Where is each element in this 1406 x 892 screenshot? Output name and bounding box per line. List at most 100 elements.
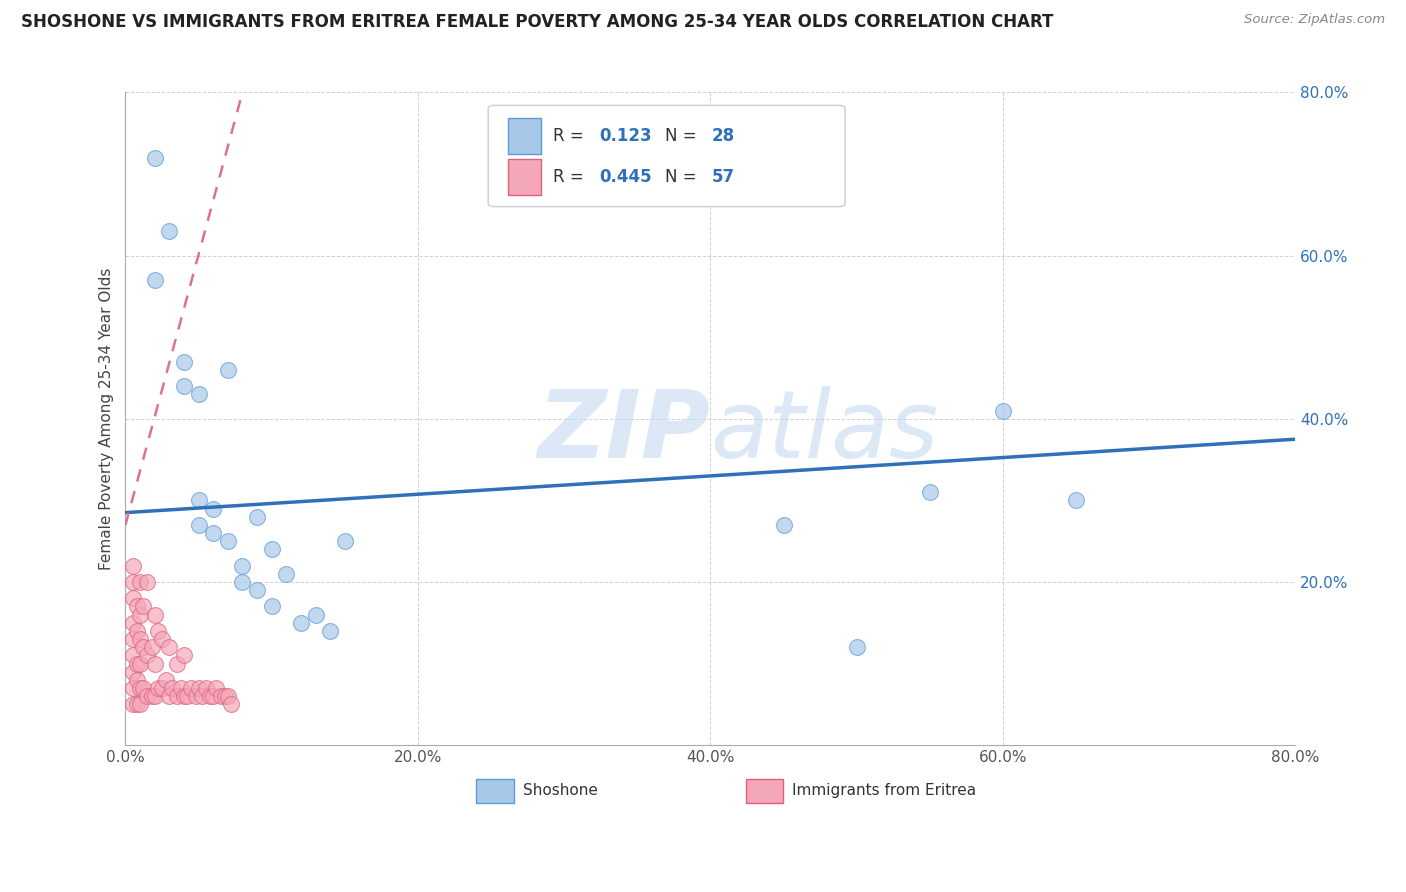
FancyBboxPatch shape <box>508 160 541 195</box>
Point <box>173 648 195 663</box>
Point <box>304 607 326 622</box>
Point <box>200 690 222 704</box>
Point <box>187 387 209 401</box>
Point <box>129 698 152 712</box>
Point <box>202 690 225 704</box>
Y-axis label: Female Poverty Among 25-34 Year Olds: Female Poverty Among 25-34 Year Olds <box>100 268 114 570</box>
Text: Immigrants from Eritrea: Immigrants from Eritrea <box>793 783 977 798</box>
Point <box>150 681 173 695</box>
Point <box>187 493 209 508</box>
Point <box>121 698 143 712</box>
Text: Shoshone: Shoshone <box>523 783 598 798</box>
Point <box>129 574 152 589</box>
Point <box>217 534 239 549</box>
Point <box>121 665 143 679</box>
Point <box>162 681 184 695</box>
Point <box>146 681 169 695</box>
Point <box>187 681 209 695</box>
Point <box>918 485 941 500</box>
FancyBboxPatch shape <box>508 118 541 154</box>
Point <box>214 690 236 704</box>
Point <box>276 566 298 581</box>
Text: N =: N = <box>665 127 702 145</box>
Point <box>170 681 193 695</box>
Text: R =: R = <box>553 127 589 145</box>
Point <box>333 534 356 549</box>
Point <box>246 509 269 524</box>
Point <box>121 558 143 573</box>
Point <box>129 632 152 646</box>
FancyBboxPatch shape <box>477 779 515 803</box>
Point <box>157 224 180 238</box>
Point <box>260 599 283 614</box>
Point <box>772 517 794 532</box>
Point <box>146 624 169 638</box>
Point <box>132 640 155 655</box>
Point <box>231 558 253 573</box>
Text: 0.445: 0.445 <box>599 169 652 186</box>
Point <box>129 681 152 695</box>
Point <box>217 363 239 377</box>
Point <box>290 615 312 630</box>
Text: N =: N = <box>665 169 702 186</box>
Point <box>127 698 149 712</box>
Point <box>141 640 163 655</box>
Point <box>129 607 152 622</box>
Point <box>184 690 207 704</box>
Point <box>173 354 195 368</box>
Text: atlas: atlas <box>710 386 939 477</box>
Point <box>121 648 143 663</box>
Point <box>157 690 180 704</box>
Text: ZIP: ZIP <box>537 386 710 478</box>
Point <box>166 690 188 704</box>
Text: SHOSHONE VS IMMIGRANTS FROM ERITREA FEMALE POVERTY AMONG 25-34 YEAR OLDS CORRELA: SHOSHONE VS IMMIGRANTS FROM ERITREA FEMA… <box>21 13 1053 31</box>
Point <box>217 690 239 704</box>
Point <box>173 690 195 704</box>
Point <box>136 648 159 663</box>
Text: R =: R = <box>553 169 589 186</box>
Point <box>129 657 152 671</box>
Point <box>166 657 188 671</box>
Point <box>127 599 149 614</box>
Point <box>127 657 149 671</box>
Point <box>157 640 180 655</box>
Point <box>194 681 217 695</box>
Point <box>150 632 173 646</box>
Point <box>143 690 166 704</box>
Point <box>143 607 166 622</box>
Point <box>205 681 228 695</box>
Point <box>121 632 143 646</box>
Point <box>143 273 166 287</box>
Point <box>121 591 143 606</box>
Point <box>136 690 159 704</box>
Text: 0.123: 0.123 <box>599 127 652 145</box>
Text: 57: 57 <box>711 169 735 186</box>
Point <box>1064 493 1087 508</box>
Point <box>127 673 149 687</box>
Point <box>173 379 195 393</box>
Point <box>991 403 1014 417</box>
FancyBboxPatch shape <box>488 105 845 207</box>
Point <box>319 624 342 638</box>
Point <box>187 517 209 532</box>
Point <box>845 640 868 655</box>
Point <box>132 599 155 614</box>
Point <box>121 615 143 630</box>
Point <box>190 690 212 704</box>
Point <box>127 624 149 638</box>
Text: 28: 28 <box>711 127 735 145</box>
Point <box>219 698 242 712</box>
Point <box>155 673 177 687</box>
Point <box>176 690 198 704</box>
Point <box>143 151 166 165</box>
Text: Source: ZipAtlas.com: Source: ZipAtlas.com <box>1244 13 1385 27</box>
Point <box>209 690 232 704</box>
FancyBboxPatch shape <box>745 779 783 803</box>
Point <box>136 574 159 589</box>
Point <box>141 690 163 704</box>
Point <box>180 681 202 695</box>
Point <box>231 574 253 589</box>
Point <box>121 681 143 695</box>
Point <box>202 501 225 516</box>
Point <box>246 583 269 598</box>
